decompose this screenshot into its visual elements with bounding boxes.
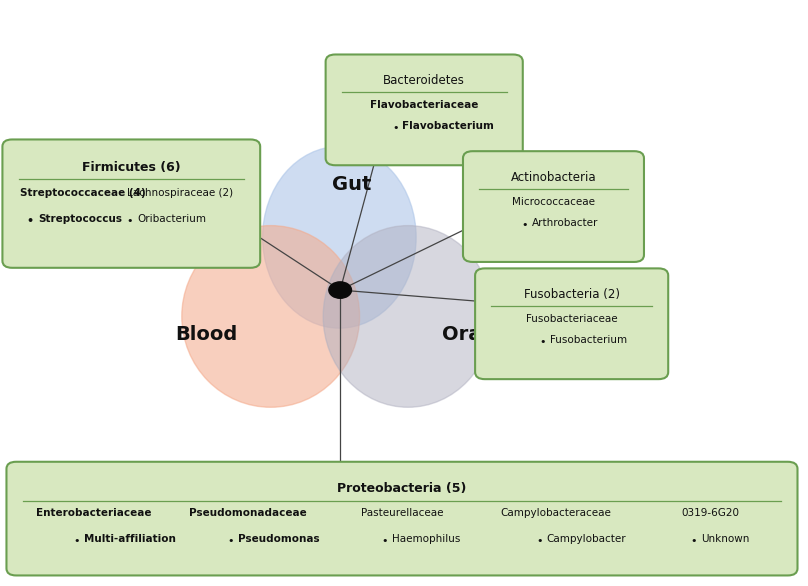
Text: Unknown: Unknown <box>701 534 749 544</box>
Text: •: • <box>27 216 34 226</box>
Text: Pasteurellaceae: Pasteurellaceae <box>360 508 444 518</box>
Text: Actinobacteria: Actinobacteria <box>511 171 596 184</box>
Text: Pseudomonas: Pseudomonas <box>238 534 320 544</box>
Text: Gut: Gut <box>332 175 371 194</box>
FancyBboxPatch shape <box>326 54 523 165</box>
Text: •: • <box>392 123 398 133</box>
Text: •: • <box>73 536 80 546</box>
Text: Firmicutes (6): Firmicutes (6) <box>82 161 181 174</box>
Text: Flavobacterium: Flavobacterium <box>402 121 494 131</box>
Text: •: • <box>537 536 543 546</box>
FancyBboxPatch shape <box>475 268 668 379</box>
Text: •: • <box>382 536 389 546</box>
Text: 0319-6G20: 0319-6G20 <box>682 508 739 518</box>
Text: Proteobacteria (5): Proteobacteria (5) <box>337 482 467 495</box>
Text: Streptococcus: Streptococcus <box>38 214 122 224</box>
Text: •: • <box>228 536 234 546</box>
Circle shape <box>329 282 351 298</box>
Text: Enterobacteriaceae: Enterobacteriaceae <box>36 508 151 518</box>
Text: Campylobacteraceae: Campylobacteraceae <box>501 508 612 518</box>
Text: Haemophilus: Haemophilus <box>393 534 461 544</box>
Text: Streptococcaceae (4): Streptococcaceae (4) <box>20 188 146 197</box>
Text: Arthrobacter: Arthrobacter <box>532 218 598 228</box>
Text: Micrococcaceae: Micrococcaceae <box>512 197 595 207</box>
Text: Fusobacterium: Fusobacterium <box>550 335 627 345</box>
FancyBboxPatch shape <box>6 462 797 575</box>
FancyBboxPatch shape <box>463 151 644 262</box>
Text: •: • <box>540 337 546 347</box>
Text: Flavobacteriaceae: Flavobacteriaceae <box>370 100 478 110</box>
Text: Oribacterium: Oribacterium <box>138 214 207 224</box>
Text: Fusobacteria (2): Fusobacteria (2) <box>524 288 620 301</box>
Ellipse shape <box>323 226 493 407</box>
Text: •: • <box>690 536 697 546</box>
Text: Fusobacteriaceae: Fusobacteriaceae <box>526 314 617 324</box>
Text: Campylobacter: Campylobacter <box>546 534 626 544</box>
Ellipse shape <box>263 146 416 328</box>
Ellipse shape <box>182 226 360 407</box>
Text: Multi-affiliation: Multi-affiliation <box>84 534 175 544</box>
Text: Blood: Blood <box>175 325 238 343</box>
FancyBboxPatch shape <box>2 139 260 268</box>
Text: Lachnospiraceae (2): Lachnospiraceae (2) <box>127 188 233 197</box>
Text: •: • <box>521 220 528 230</box>
Text: •: • <box>127 216 133 226</box>
Text: Oral: Oral <box>442 325 487 343</box>
Text: Pseudomonadaceae: Pseudomonadaceae <box>189 508 306 518</box>
Text: Bacteroidetes: Bacteroidetes <box>383 74 465 87</box>
